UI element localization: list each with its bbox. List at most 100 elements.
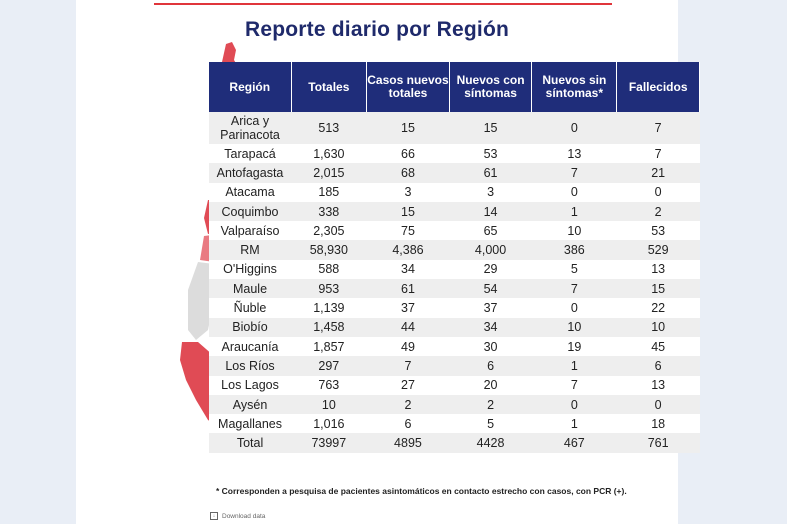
cell-fallecidos: 22	[616, 298, 700, 318]
cell-sin: 7	[531, 375, 617, 395]
table-total-row: Total 73997 4895 4428 467 761	[209, 433, 700, 453]
cell-region: Coquimbo	[209, 201, 292, 222]
cell-sin: 0	[531, 394, 617, 415]
cell-con: 5	[449, 414, 532, 434]
cell-fallecidos: 0	[616, 394, 700, 415]
cell-casos: 68	[366, 163, 450, 183]
download-label: Download data	[222, 512, 266, 520]
cell-fallecidos: 761	[616, 433, 700, 453]
cell-totales: 1,630	[291, 144, 367, 164]
cell-sin: 1	[531, 414, 617, 434]
cell-fallecidos: 529	[616, 240, 700, 260]
cell-casos: 15	[366, 112, 450, 144]
table-row: RM 58,930 4,386 4,000 386 529	[209, 240, 700, 260]
header-con-sintomas: Nuevos con síntomas	[449, 62, 533, 112]
cell-fallecidos: 13	[616, 259, 700, 280]
table-row: Los Lagos 763 27 20 7 13	[209, 375, 700, 395]
cell-con: 4428	[449, 433, 532, 453]
footnote: * Corresponden a pesquisa de pacientes a…	[216, 486, 627, 496]
cell-totales: 588	[291, 259, 367, 280]
cell-sin: 1	[531, 201, 617, 222]
cell-con: 65	[449, 221, 532, 241]
cell-con: 30	[449, 336, 532, 357]
cell-con: 29	[449, 259, 532, 280]
cell-region: Tarapacá	[209, 144, 292, 164]
page-title: Reporte diario por Región	[244, 18, 509, 41]
cell-fallecidos: 45	[616, 336, 700, 357]
cell-sin: 7	[531, 163, 617, 183]
region-table: Región Totales Casos nuevos totales Nuev…	[209, 62, 700, 453]
cell-con: 2	[449, 394, 532, 415]
cell-region: O'Higgins	[209, 259, 292, 280]
cell-fallecidos: 53	[616, 221, 700, 241]
table-row: Coquimbo 338 15 14 1 2	[209, 201, 700, 222]
table-row: Arica y Parinacota 513 15 15 0 7	[209, 112, 700, 144]
cell-totales: 10	[291, 394, 367, 415]
cell-sin: 0	[531, 182, 617, 202]
cell-con: 54	[449, 279, 532, 299]
table-row: Los Ríos 297 7 6 1 6	[209, 356, 700, 376]
cell-con: 6	[449, 356, 532, 376]
table-row: Tarapacá 1,630 66 53 13 7	[209, 144, 700, 164]
cell-region: Biobío	[209, 317, 292, 337]
cell-sin: 0	[531, 298, 617, 318]
cell-casos: 2	[366, 394, 450, 415]
cell-fallecidos: 21	[616, 163, 700, 183]
cell-sin: 386	[531, 240, 617, 260]
cell-casos: 27	[366, 375, 450, 395]
cell-region: Ñuble	[209, 298, 292, 318]
cell-con: 4,000	[449, 240, 532, 260]
cell-con: 15	[449, 112, 532, 144]
cell-sin: 7	[531, 279, 617, 299]
download-data-link[interactable]: ↓ Download data	[210, 512, 265, 520]
cell-casos: 75	[366, 221, 450, 241]
cell-region: Maule	[209, 279, 292, 299]
cell-fallecidos: 7	[616, 144, 700, 164]
cell-sin: 19	[531, 336, 617, 357]
report-card: Reporte diario por Región Región Totales…	[76, 0, 700, 524]
cell-totales: 1,016	[291, 414, 367, 434]
cell-totales: 297	[291, 356, 367, 376]
table-row: Aysén 10 2 2 0 0	[209, 394, 700, 415]
cell-sin: 467	[531, 433, 617, 453]
cell-sin: 13	[531, 144, 617, 164]
cell-region: Arica y Parinacota	[209, 112, 292, 144]
cell-region: Total	[209, 433, 292, 453]
cell-con: 53	[449, 144, 532, 164]
cell-sin: 10	[531, 317, 617, 337]
cell-fallecidos: 7	[616, 112, 700, 144]
table-row: Magallanes 1,016 6 5 1 18	[209, 414, 700, 434]
cell-sin: 1	[531, 356, 617, 376]
download-icon: ↓	[210, 512, 218, 520]
table-row: Biobío 1,458 44 34 10 10	[209, 317, 700, 337]
header-totales: Totales	[291, 62, 368, 112]
cell-casos: 7	[366, 356, 450, 376]
cell-con: 20	[449, 375, 532, 395]
cell-fallecidos: 15	[616, 279, 700, 299]
cell-region: Aysén	[209, 394, 292, 415]
cell-totales: 185	[291, 182, 367, 202]
cell-totales: 763	[291, 375, 367, 395]
cell-sin: 10	[531, 221, 617, 241]
cell-totales: 73997	[291, 433, 367, 453]
cell-con: 14	[449, 201, 532, 222]
table-row: Araucanía 1,857 49 30 19 45	[209, 336, 700, 357]
cell-casos: 6	[366, 414, 450, 434]
table-row: Ñuble 1,139 37 37 0 22	[209, 298, 700, 318]
cell-totales: 513	[291, 112, 367, 144]
map-region-south-central	[188, 262, 214, 340]
cell-fallecidos: 10	[616, 317, 700, 337]
cell-casos: 15	[366, 201, 450, 222]
cell-con: 3	[449, 182, 532, 202]
table-row: Antofagasta 2,015 68 61 7 21	[209, 163, 700, 183]
cell-totales: 1,857	[291, 336, 367, 357]
header-region: Región	[209, 62, 292, 112]
table-row: Valparaíso 2,305 75 65 10 53	[209, 221, 700, 241]
cell-totales: 2,015	[291, 163, 367, 183]
cell-casos: 34	[366, 259, 450, 280]
cell-con: 37	[449, 298, 532, 318]
cell-sin: 5	[531, 259, 617, 280]
cell-totales: 1,458	[291, 317, 367, 337]
cell-casos: 44	[366, 317, 450, 337]
cell-casos: 37	[366, 298, 450, 318]
